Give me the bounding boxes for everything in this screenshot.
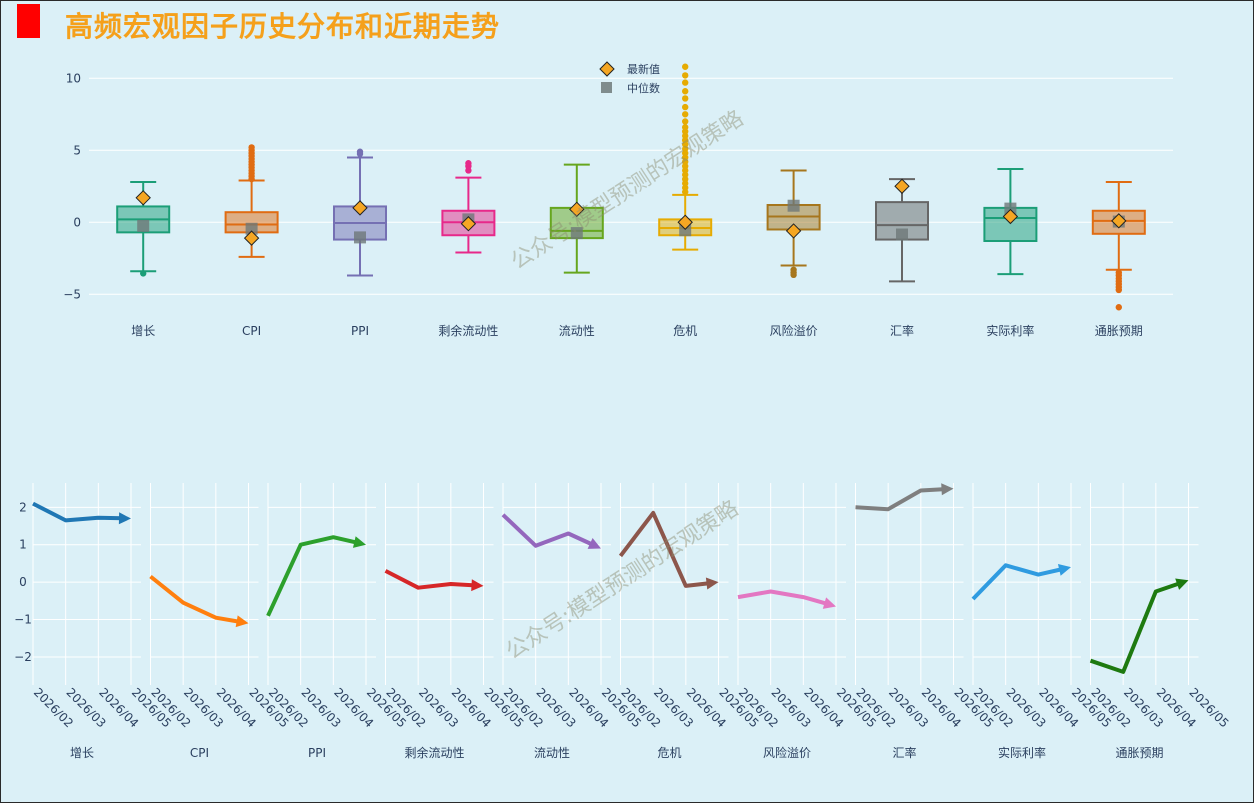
box-outlier-point — [682, 118, 689, 125]
box-y-tick-label: −5 — [63, 287, 81, 301]
box-outlier-point — [465, 160, 472, 167]
legend-latest-marker — [599, 61, 615, 77]
box-outlier-point — [682, 103, 689, 111]
series-arrowhead — [705, 577, 719, 590]
latest-value-marker — [1111, 213, 1127, 229]
line-y-tick-label: 2 — [19, 500, 27, 514]
median-marker — [896, 228, 908, 241]
median-marker — [137, 219, 150, 232]
series-line — [855, 487, 946, 512]
latest-value-marker — [677, 214, 693, 230]
legend-median-marker — [601, 82, 612, 93]
legend-latest-label: 最新值 — [627, 62, 660, 76]
line-panel-title: 剩余流动性 — [404, 745, 464, 760]
watermark: 公众号:模型预测的宏观策略 — [507, 106, 748, 275]
box-outlier-point — [682, 111, 689, 118]
box-category-label: 剩余流动性 — [438, 323, 498, 338]
box-category-label: 危机 — [673, 324, 697, 338]
series-arrowhead — [587, 538, 601, 549]
box-outlier-point — [682, 79, 689, 86]
series-arrowhead — [235, 615, 249, 628]
box-y-tick-label: 5 — [73, 143, 81, 157]
series-arrowhead — [1175, 578, 1189, 590]
box-category-label: CPI — [242, 324, 261, 338]
legend-median-label: 中位数 — [627, 81, 660, 95]
box-outlier-point — [1115, 286, 1123, 294]
box-outlier-point — [356, 148, 364, 155]
box-outlier-point — [682, 88, 689, 95]
box-outlier-point — [140, 270, 147, 277]
series-line — [737, 589, 829, 607]
line-panel-title: PPI — [308, 746, 326, 760]
median-marker — [787, 199, 800, 212]
series-arrowhead — [118, 512, 131, 525]
series-line — [501, 513, 595, 548]
box-category-label: 汇率 — [890, 323, 914, 338]
series-arrowhead — [352, 536, 366, 548]
line-panel-title: 汇率 — [892, 745, 916, 760]
latest-value-marker — [569, 201, 585, 218]
page-title: 高频宏观因子历史分布和近期走势 — [65, 10, 501, 43]
line-panel-title: CPI — [190, 746, 209, 760]
box-category-label: 风险溢价 — [770, 323, 818, 338]
line-y-tick-label: −1 — [14, 613, 32, 627]
latest-value-marker — [135, 190, 151, 206]
title-marker — [17, 4, 40, 38]
line-y-tick-label: 0 — [19, 575, 27, 589]
series-line — [32, 501, 123, 523]
median-marker — [245, 222, 258, 235]
series-line — [384, 569, 476, 590]
latest-value-marker — [1002, 208, 1019, 225]
median-marker — [354, 231, 366, 244]
line-y-tick-label: 1 — [19, 538, 27, 552]
series-line — [618, 510, 711, 588]
line-panel-title: 风险溢价 — [763, 745, 811, 760]
latest-value-marker — [352, 200, 368, 216]
median-marker — [570, 227, 583, 240]
latest-value-marker — [894, 178, 910, 194]
box-category-label: 增长 — [131, 324, 155, 338]
box-outlier-point — [682, 72, 689, 79]
box-category-label: 通胀预期 — [1095, 324, 1143, 338]
box-y-tick-label: 0 — [73, 215, 81, 229]
series-arrowhead — [471, 579, 484, 592]
series-line — [266, 535, 359, 617]
box-outlier-point — [790, 271, 797, 279]
latest-value-marker — [460, 216, 477, 232]
line-panel-title: 流动性 — [534, 746, 570, 760]
line-panel-title: 通胀预期 — [1115, 746, 1163, 760]
box-category-label: 实际利率 — [986, 323, 1034, 338]
box-y-tick-label: 10 — [66, 71, 81, 85]
series-arrowhead — [941, 483, 954, 496]
median-marker — [679, 224, 692, 237]
line-panel-title: 增长 — [70, 746, 94, 760]
box-outlier-point — [248, 144, 255, 151]
median-marker — [1004, 202, 1017, 215]
series-line — [149, 574, 241, 624]
line-y-tick-label: −2 — [14, 650, 32, 664]
latest-value-marker — [785, 223, 802, 239]
box-outlier-point — [1115, 304, 1123, 311]
box-outlier-point — [682, 63, 689, 70]
series-line — [1089, 581, 1182, 674]
line-panel-title: 实际利率 — [998, 745, 1046, 760]
box-outlier-point — [682, 124, 689, 131]
box-category-label: 流动性 — [559, 324, 595, 338]
series-arrowhead — [822, 597, 836, 609]
line-panel-title: 危机 — [657, 746, 681, 760]
series-line — [971, 563, 1064, 601]
series-arrowhead — [1057, 563, 1071, 576]
box-outlier-point — [682, 95, 689, 102]
latest-value-marker — [243, 230, 260, 246]
box-category-label: PPI — [351, 324, 369, 338]
